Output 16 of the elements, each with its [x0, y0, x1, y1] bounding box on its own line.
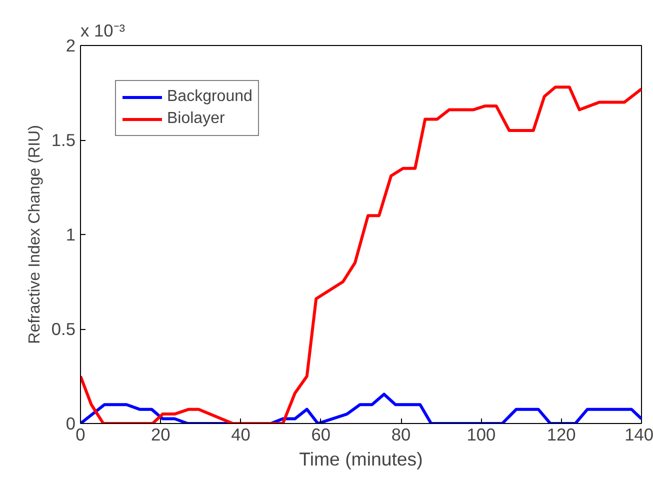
y-tick-label: 2 — [66, 36, 76, 56]
x-tick-label: 80 — [391, 424, 411, 444]
y-axis-title: Refractive Index Change (RIU) — [26, 125, 44, 344]
y-tick-label: 0.5 — [51, 319, 76, 339]
legend-label: Background — [167, 88, 252, 106]
x-tick-label: 140 — [624, 424, 653, 444]
legend-label: Biolayer — [167, 110, 225, 128]
y-tick-label: 1 — [66, 224, 76, 244]
x-tick-label: 60 — [311, 424, 331, 444]
x-tick-label: 20 — [151, 424, 170, 444]
x-tick-label: 40 — [231, 424, 250, 444]
y-tick-label: 1.5 — [51, 130, 76, 150]
x-axis-title: Time (minutes) — [299, 448, 423, 470]
x-tick-label: 120 — [546, 424, 576, 444]
text: x 10⁻³ — [80, 20, 126, 40]
x-tick-label: 100 — [466, 424, 496, 444]
